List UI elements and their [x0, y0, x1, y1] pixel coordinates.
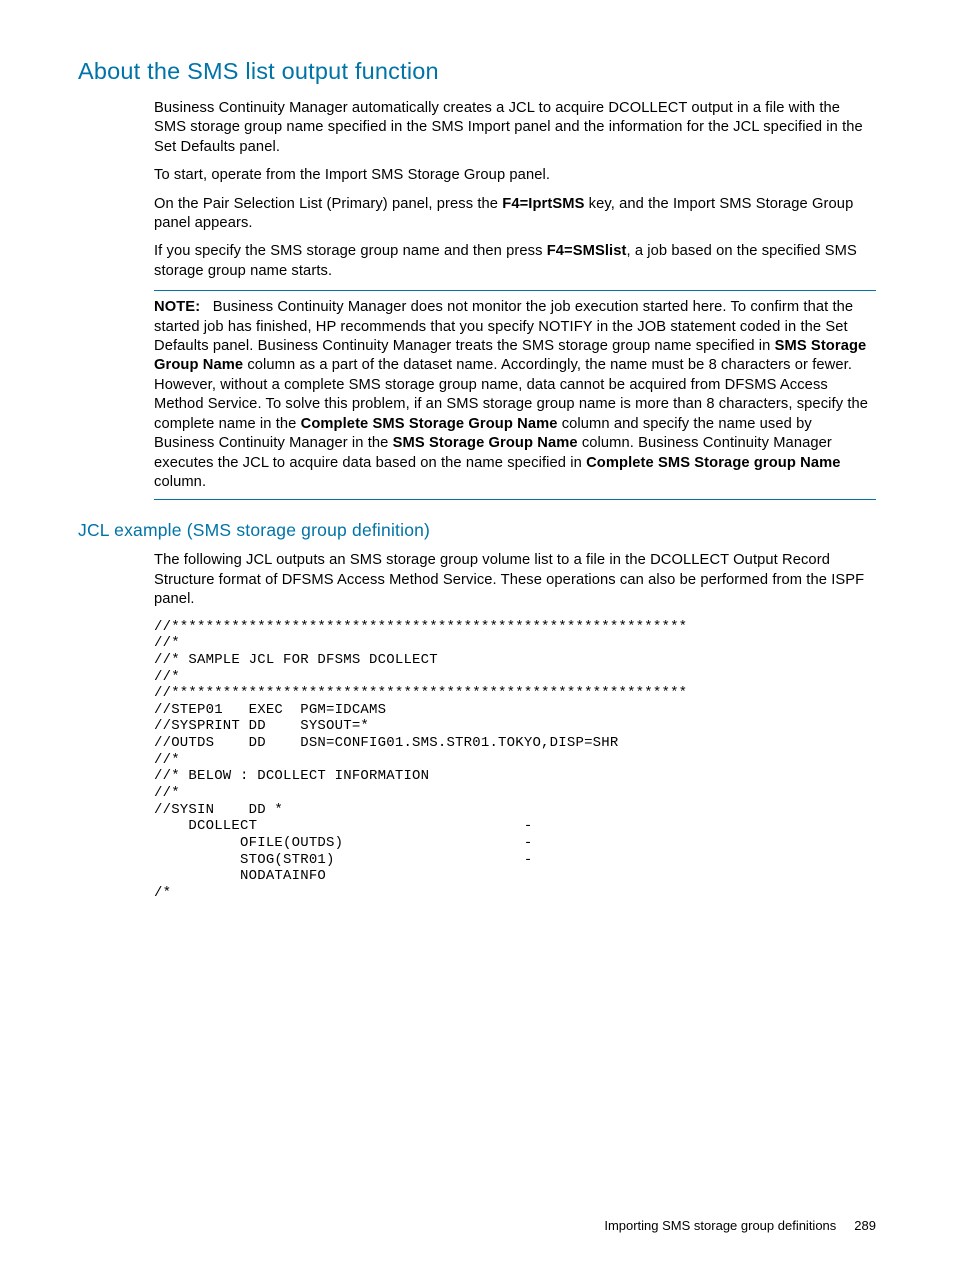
- page-footer: Importing SMS storage group definitions 2…: [604, 1218, 876, 1233]
- paragraph: If you specify the SMS storage group nam…: [154, 242, 876, 281]
- key-label: F4=SMSlist: [547, 243, 627, 259]
- text-run: Business Continuity Manager does not mon…: [154, 299, 853, 354]
- text-run: column.: [154, 474, 206, 490]
- note-label: NOTE:: [154, 299, 200, 315]
- note-block: NOTE: Business Continuity Manager does n…: [154, 290, 876, 500]
- paragraph: Business Continuity Manager automaticall…: [154, 99, 876, 157]
- paragraph: To start, operate from the Import SMS St…: [154, 166, 876, 185]
- paragraph: On the Pair Selection List (Primary) pan…: [154, 195, 876, 234]
- key-label: F4=IprtSMS: [502, 196, 584, 212]
- footer-text: Importing SMS storage group definitions: [604, 1218, 836, 1233]
- page-number: 289: [854, 1218, 876, 1233]
- text-run: If you specify the SMS storage group nam…: [154, 243, 547, 259]
- column-name: Complete SMS Storage Group Name: [301, 416, 558, 432]
- column-name: SMS Storage Group Name: [393, 435, 578, 451]
- column-name: Complete SMS Storage group Name: [586, 455, 840, 471]
- paragraph: The following JCL outputs an SMS storage…: [154, 551, 876, 609]
- text-run: On the Pair Selection List (Primary) pan…: [154, 196, 502, 212]
- subsection-heading: JCL example (SMS storage group definitio…: [78, 520, 876, 541]
- note-text: NOTE: Business Continuity Manager does n…: [154, 298, 876, 492]
- code-block: //**************************************…: [154, 619, 876, 902]
- section-heading: About the SMS list output function: [78, 58, 876, 85]
